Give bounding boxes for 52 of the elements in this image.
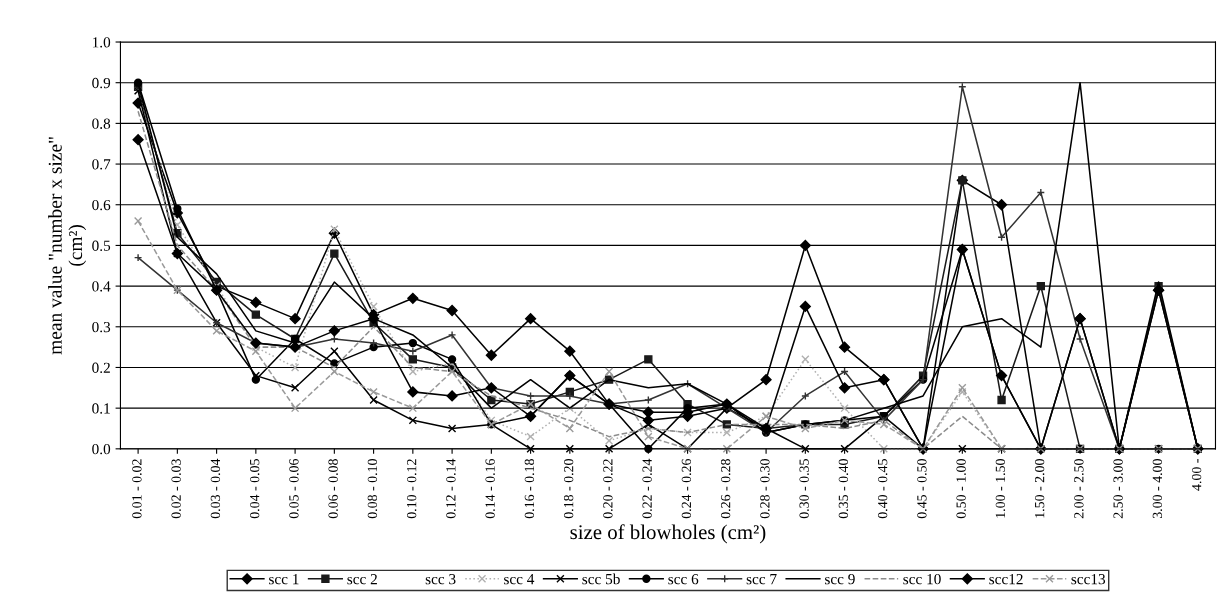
legend-label: scc12 [989, 574, 1023, 585]
y-tick-label: 0.0 [92, 443, 111, 455]
y-tick-label: 0.2 [92, 362, 110, 373]
x-tick-label: 0.01 - 0.02 [132, 459, 142, 519]
x-tick-label: 0.16 - 0.18 [524, 459, 535, 519]
legend-label: scc13 [1071, 574, 1106, 585]
x-tick-label: 0.18 - 0.20 [563, 459, 574, 519]
x-tick-label: 3.00 - 4.00 [1152, 459, 1163, 519]
x-tick-label: 0.28 - 0.30 [760, 459, 770, 519]
x-tick-label: 1.00 - 1.50 [995, 459, 1006, 518]
x-tick-label: 0.08 - 0.10 [367, 459, 378, 519]
x-tick-label: 0.02 - 0.03 [171, 459, 181, 519]
x-tick-label: 0.50 - 1.00 [956, 459, 966, 519]
x-tick-label: 0.35 - 0.40 [838, 459, 849, 519]
x-tick-label: 0.14 - 0.16 [485, 458, 495, 519]
x-tick-label: 2.50 - 3.00 [1113, 459, 1123, 519]
y-tick-label: 0.9 [92, 77, 111, 89]
legend-label: scc 6 [668, 574, 699, 585]
x-tick-label: 0.05 - 0.06 [289, 458, 299, 519]
x-tick-label: 1.50 - 2.00 [1034, 459, 1045, 518]
x-tick-label: 0.22 - 0.24 [642, 458, 652, 519]
x-tick-label: 0.03 - 0.04 [210, 458, 221, 519]
y-axis-title: mean value "number x size" (cm²) [48, 137, 87, 355]
x-tick-label: 0.24 - 0.26 [681, 458, 692, 519]
legend-label: scc 2 [347, 574, 377, 585]
text: scc 3 [425, 574, 456, 585]
legend-label: scc 10 [903, 573, 941, 585]
x-axis-title: size of blowholes (cm²) [570, 524, 766, 544]
y-tick-label: 0.1 [92, 403, 110, 414]
legend-label: scc 9 [825, 574, 855, 585]
legend-label: scc 1 [269, 574, 299, 585]
y-tick-label: 0.8 [92, 118, 111, 129]
x-tick-label: 0.04 - 0.05 [249, 459, 260, 519]
legend-label: scc 4 [504, 574, 535, 585]
y-tick-label: 0.5 [92, 240, 111, 251]
x-tick-label: 4.00 - [1191, 459, 1202, 491]
y-tick-label: 0.6 [92, 199, 111, 211]
x-tick-label: 0.30 - 0.35 [799, 459, 809, 519]
legend-label: scc 5b [582, 573, 620, 585]
x-tick-label: 0.12 - 0.14 [446, 458, 456, 519]
x-tick-label: 0.06 - 0.08 [328, 459, 338, 519]
x-tick-label: 0.45 - 0.50 [917, 459, 927, 519]
y-tick-label: 0.3 [92, 321, 111, 333]
y-tick-label: 1.0 [92, 37, 111, 48]
y-tick-label: 0.7 [92, 159, 111, 170]
x-tick-label: 2.00 - 2.50 [1074, 459, 1084, 519]
x-tick-label: 0.40 - 0.45 [877, 459, 888, 519]
x-tick-label: 0.10 - 0.12 [406, 459, 417, 519]
x-tick-label: 0.20 - 0.22 [603, 459, 613, 519]
legend-label: scc 7 [746, 574, 777, 585]
y-tick-label: 0.4 [92, 281, 111, 292]
x-tick-label: 0.26 - 0.28 [720, 459, 731, 519]
